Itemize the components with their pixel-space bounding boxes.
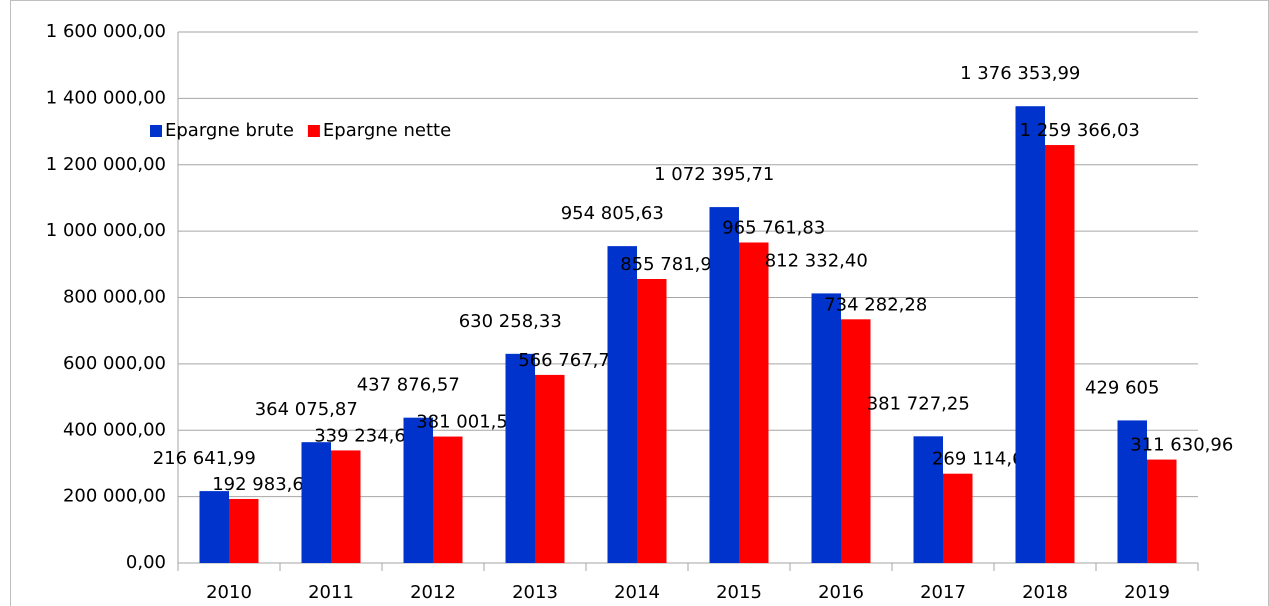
y-tick-label: 0,00 [126, 552, 166, 573]
value-label: 1 376 353,99 [960, 63, 1080, 84]
value-label: 734 282,28 [824, 294, 927, 315]
value-label: 381 727,25 [867, 393, 970, 414]
value-label: 364 075,87 [255, 399, 358, 420]
bar [811, 293, 841, 563]
x-tick-label: 2010 [206, 582, 252, 603]
bar [739, 242, 769, 563]
bar [1147, 459, 1177, 563]
value-label: 812 332,40 [765, 250, 868, 271]
bar [331, 450, 361, 563]
bar [709, 207, 739, 563]
y-tick-label: 1 200 000,00 [46, 154, 166, 175]
x-tick-label: 2017 [920, 582, 966, 603]
bar [913, 436, 943, 563]
value-label: 429 605 [1085, 377, 1159, 398]
bar [841, 319, 871, 563]
x-tick-label: 2014 [614, 582, 660, 603]
bar [535, 374, 565, 563]
legend-swatch [150, 125, 162, 137]
y-tick-label: 400 000,00 [63, 419, 166, 440]
bar [433, 436, 463, 563]
y-tick-label: 1 600 000,00 [46, 21, 166, 42]
bar [229, 498, 259, 563]
y-tick-label: 200 000,00 [63, 486, 166, 507]
x-tick-label: 2013 [512, 582, 558, 603]
x-tick-label: 2016 [818, 582, 864, 603]
value-label: 1 072 395,71 [654, 164, 774, 185]
value-label: 954 805,63 [561, 203, 664, 224]
value-label: 965 761,83 [722, 217, 825, 238]
bar [301, 442, 331, 563]
legend-label: Epargne nette [323, 120, 451, 141]
value-label: 339 234,63 [314, 425, 417, 446]
bar [199, 491, 229, 563]
y-tick-label: 800 000,00 [63, 287, 166, 308]
bar [607, 246, 637, 563]
y-tick-label: 1 000 000,00 [46, 220, 166, 241]
legend-swatch [307, 125, 320, 137]
value-label: 216 641,99 [153, 448, 256, 469]
value-label: 630 258,33 [459, 311, 562, 332]
value-label: 381 001,59 [416, 412, 519, 433]
value-label: 437 876,57 [357, 375, 460, 396]
bar [1015, 106, 1045, 563]
value-label: 192 983,67 [212, 474, 315, 495]
x-tick-label: 2018 [1022, 582, 1068, 603]
value-label: 311 630,96 [1130, 435, 1233, 456]
value-label: 855 781,90 [620, 254, 723, 275]
bar [403, 417, 433, 563]
bar [943, 473, 973, 563]
x-tick-label: 2015 [716, 582, 762, 603]
x-tick-label: 2012 [410, 582, 456, 603]
legend-label: Epargne brute [165, 120, 294, 141]
value-label: 1 259 366,03 [1020, 120, 1140, 141]
y-tick-label: 1 400 000,00 [46, 87, 166, 108]
bar [637, 278, 667, 563]
x-tick-label: 2011 [308, 582, 354, 603]
value-label: 566 767,75 [518, 350, 621, 371]
bar [505, 353, 535, 563]
bar [1045, 145, 1075, 563]
bar [1117, 420, 1147, 563]
y-tick-label: 600 000,00 [63, 353, 166, 374]
value-label: 269 114,6 [932, 449, 1024, 470]
x-tick-label: 2019 [1124, 582, 1170, 603]
